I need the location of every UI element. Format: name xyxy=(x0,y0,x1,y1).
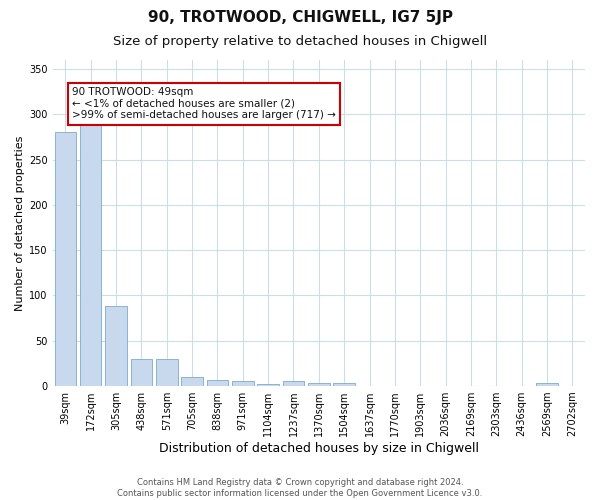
Bar xyxy=(257,384,279,386)
Bar xyxy=(334,383,355,386)
Bar xyxy=(283,382,304,386)
Text: 90, TROTWOOD, CHIGWELL, IG7 5JP: 90, TROTWOOD, CHIGWELL, IG7 5JP xyxy=(148,10,452,25)
Bar xyxy=(105,306,127,386)
Text: Contains HM Land Registry data © Crown copyright and database right 2024.
Contai: Contains HM Land Registry data © Crown c… xyxy=(118,478,482,498)
Text: Size of property relative to detached houses in Chigwell: Size of property relative to detached ho… xyxy=(113,35,487,48)
Bar xyxy=(131,359,152,386)
Text: 90 TROTWOOD: 49sqm
← <1% of detached houses are smaller (2)
>99% of semi-detache: 90 TROTWOOD: 49sqm ← <1% of detached hou… xyxy=(73,87,337,120)
Bar xyxy=(156,359,178,386)
Bar xyxy=(206,380,228,386)
Y-axis label: Number of detached properties: Number of detached properties xyxy=(15,136,25,310)
Bar xyxy=(232,382,254,386)
Bar xyxy=(181,377,203,386)
X-axis label: Distribution of detached houses by size in Chigwell: Distribution of detached houses by size … xyxy=(159,442,479,455)
Bar xyxy=(308,383,329,386)
Bar xyxy=(80,122,101,386)
Bar xyxy=(55,132,76,386)
Bar xyxy=(536,383,558,386)
